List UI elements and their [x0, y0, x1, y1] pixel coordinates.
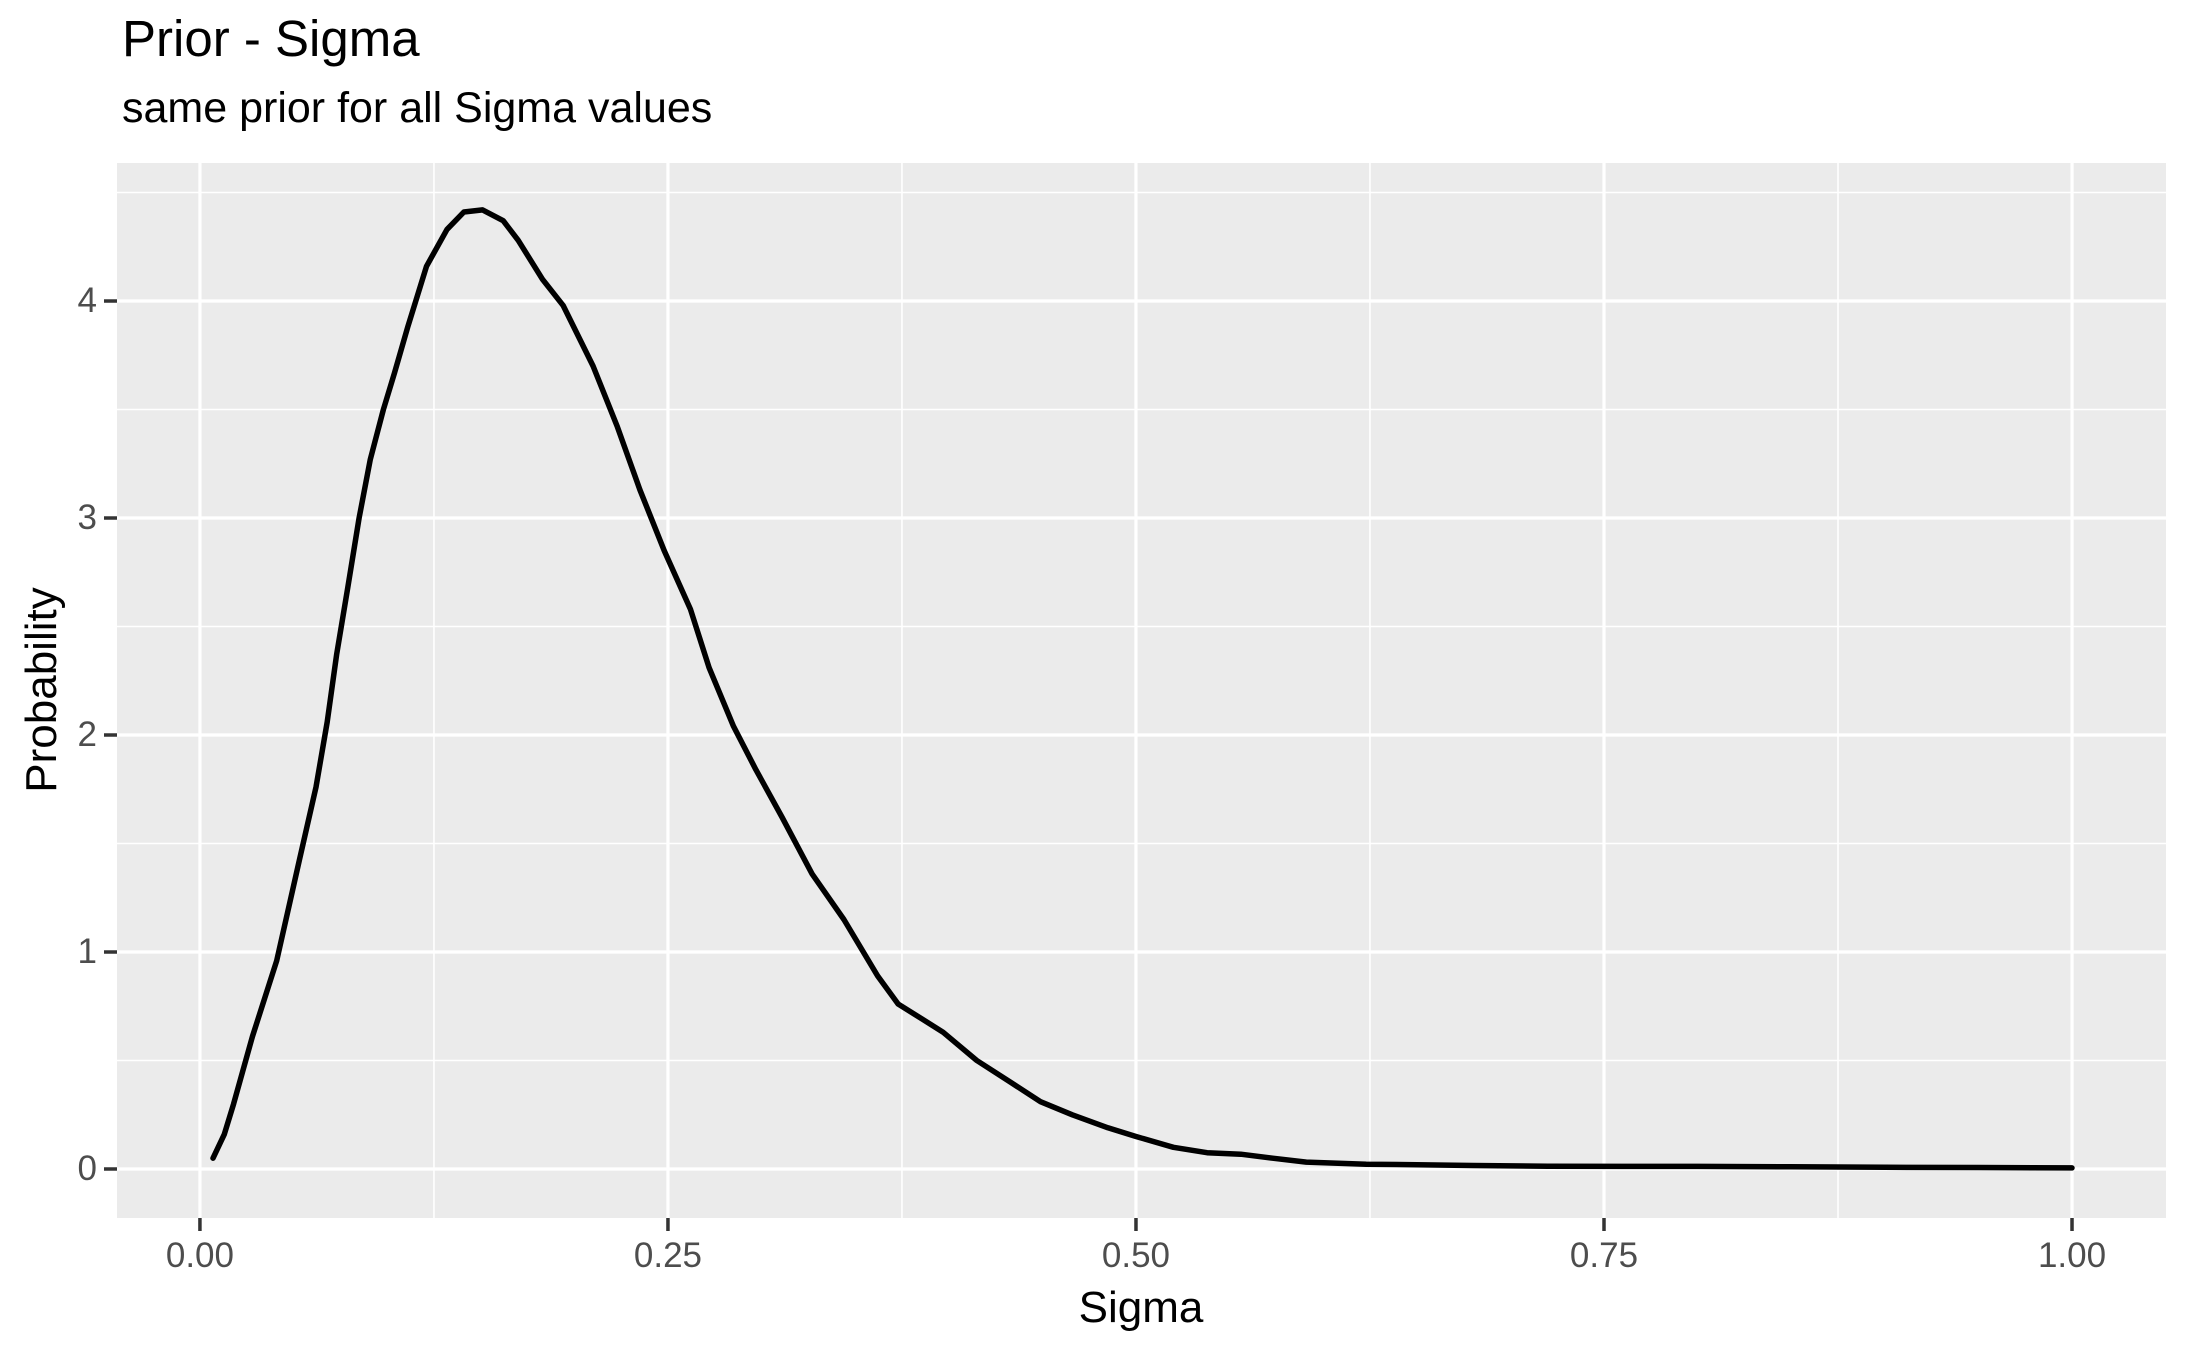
plot-title: Prior - Sigma — [122, 10, 420, 67]
x-tick-label: 1.00 — [2037, 1236, 2107, 1275]
x-tick-label: 0.50 — [1101, 1236, 1171, 1275]
panel-background — [117, 163, 2166, 1218]
y-axis-title: Probability — [17, 587, 66, 793]
y-tick-label: 1 — [77, 932, 97, 971]
x-tick-label: 0.25 — [633, 1236, 703, 1275]
x-tick-label: 0.75 — [1569, 1236, 1639, 1275]
density-curve — [210, 207, 2075, 1171]
y-tick-label: 3 — [77, 498, 97, 537]
x-axis-title: Sigma — [1078, 1283, 1204, 1332]
y-tick-label: 2 — [77, 715, 97, 754]
x-tick-label: 0.00 — [165, 1236, 234, 1275]
y-tick-label: 4 — [77, 281, 97, 320]
plot-subtitle: same prior for all Sigma values — [122, 84, 713, 132]
y-tick-label: 0 — [77, 1149, 97, 1188]
